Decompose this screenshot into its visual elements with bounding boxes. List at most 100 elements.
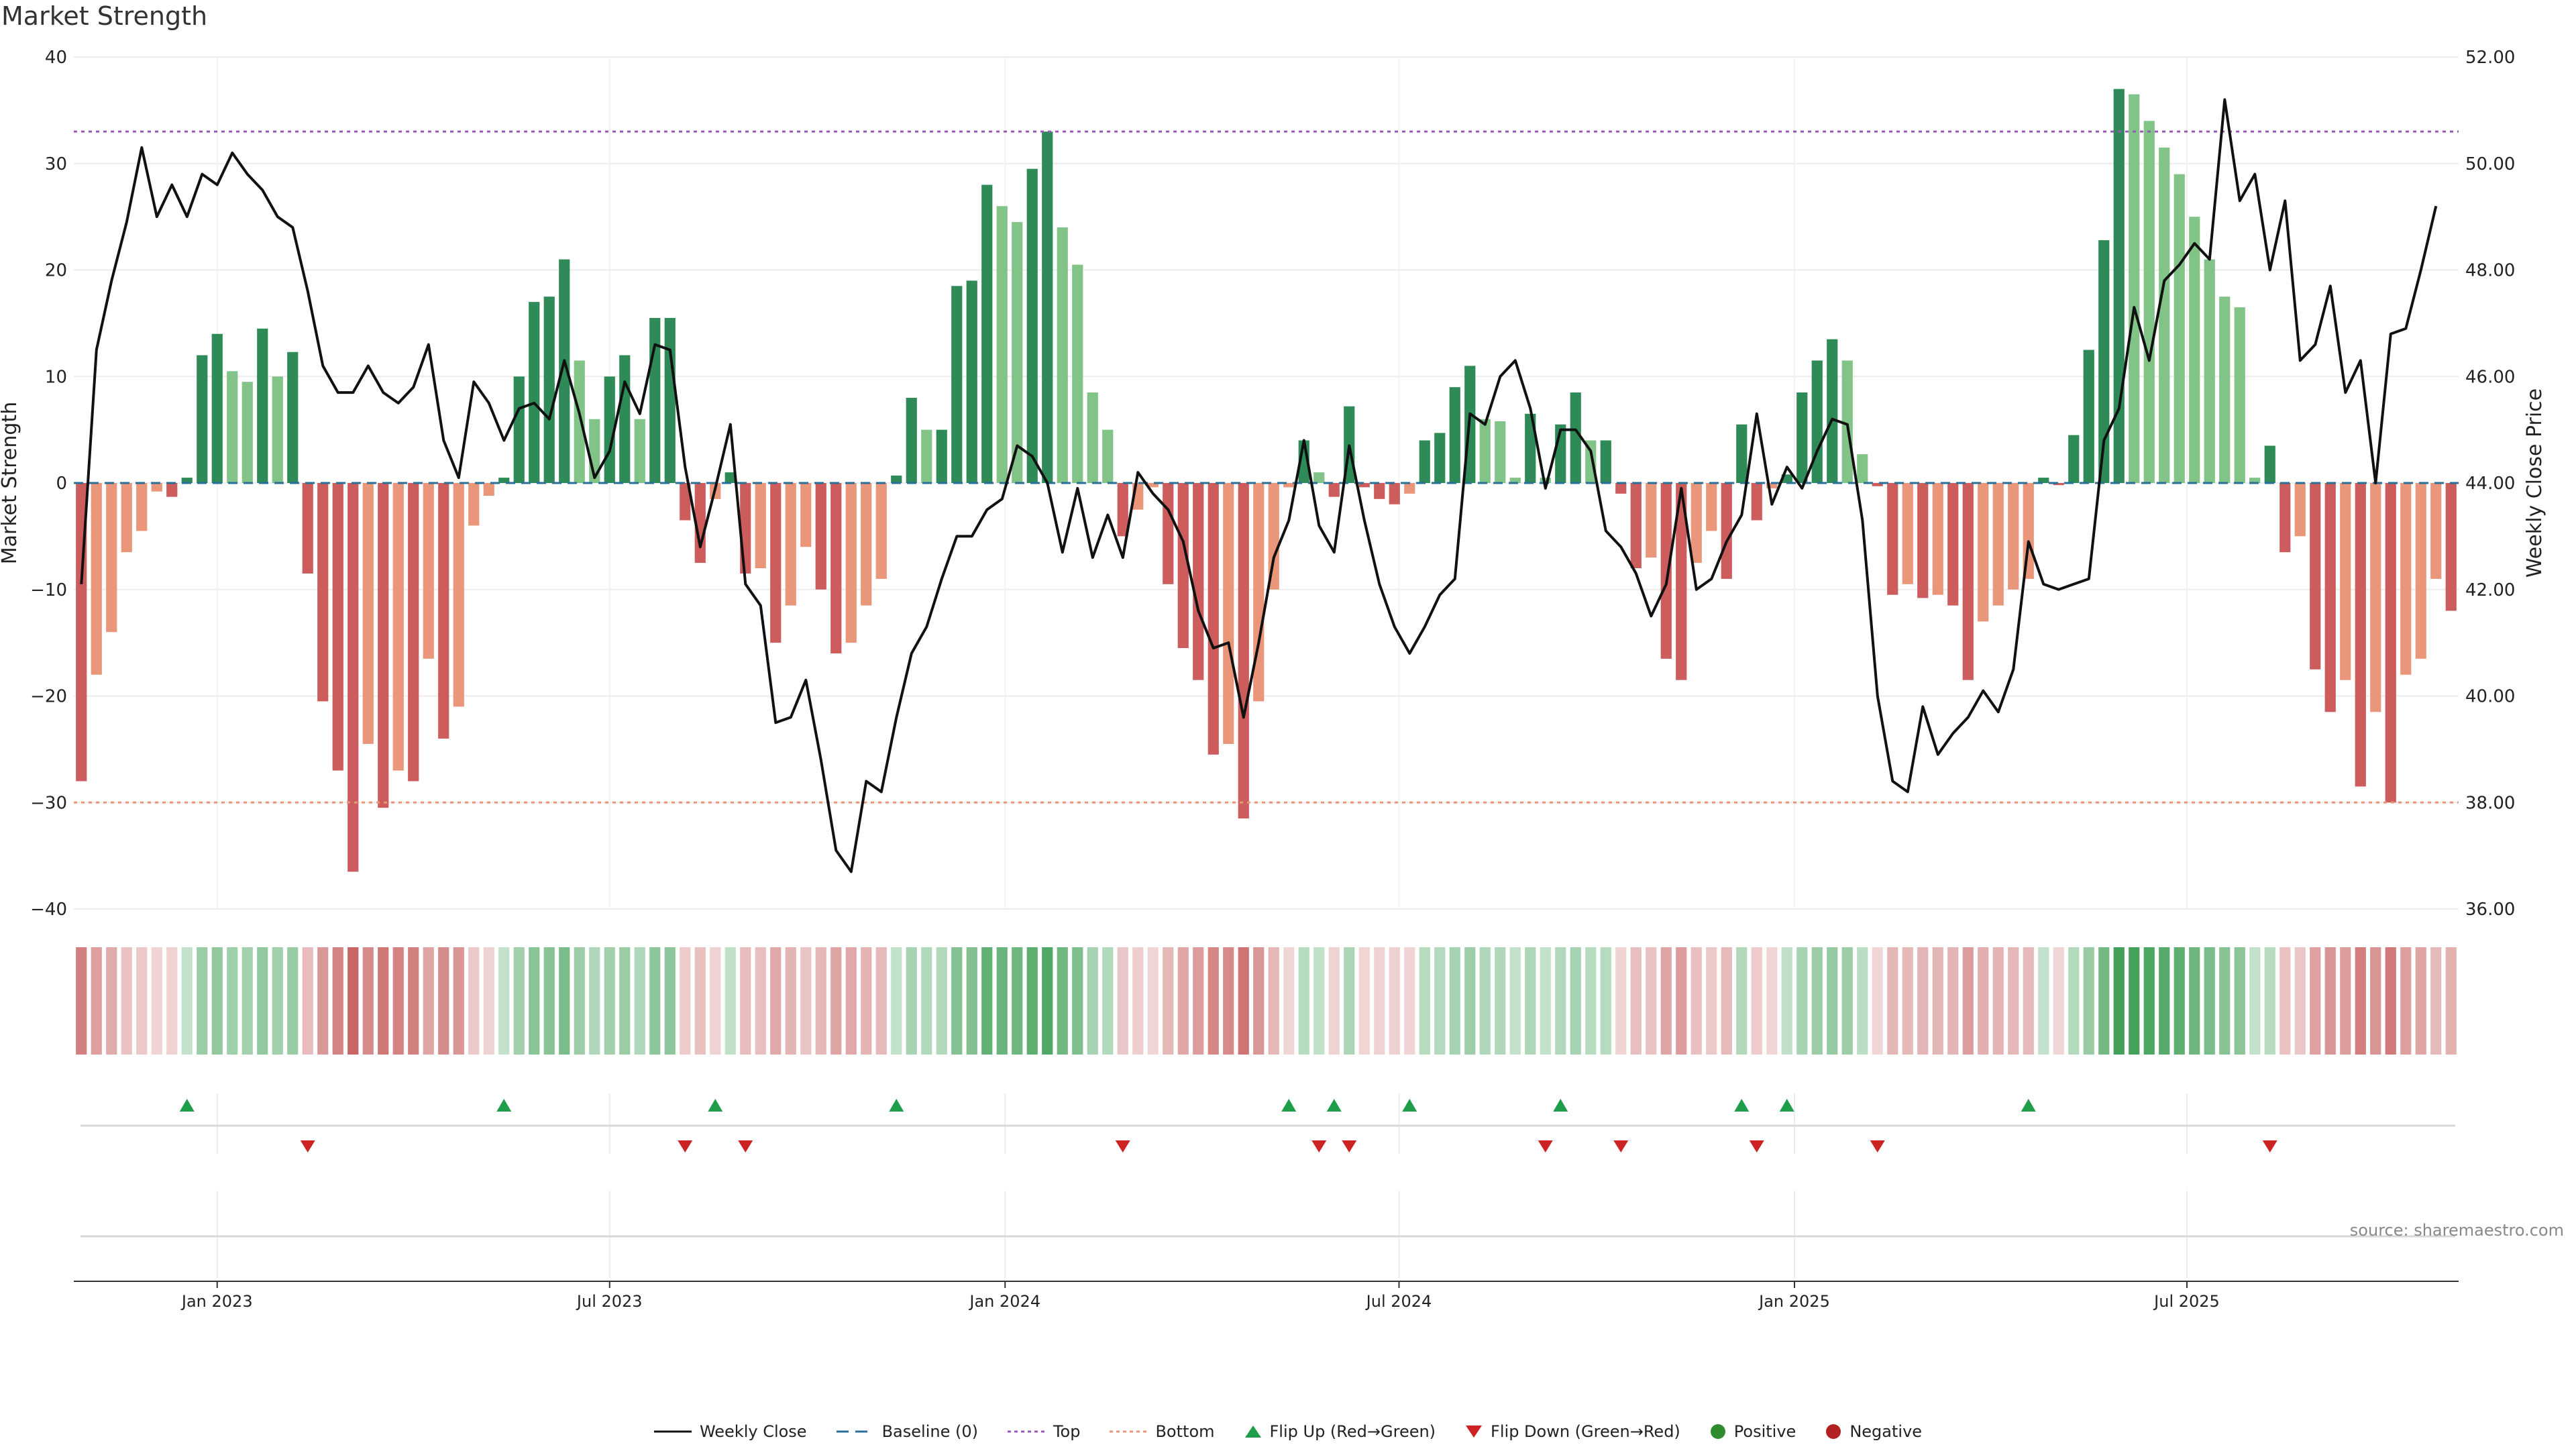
strength-bar [1615,483,1627,494]
heat-cell [1751,947,1762,1055]
flip-up-marker [889,1099,904,1112]
right-tick-label: 40.00 [2465,687,2515,707]
strength-bar [574,360,585,483]
heat-cell [2445,947,2457,1055]
flip-up-marker [1326,1099,1342,1112]
heat-cell [1328,947,1340,1055]
heat-cell [453,947,464,1055]
strength-bar [2279,483,2291,553]
strength-bar [106,483,117,633]
strength-bar [543,297,555,483]
right-tick-label: 44.00 [2465,474,2515,494]
weekly-close-line [80,98,2438,873]
strength-bar [1947,483,1959,606]
strength-bar [181,478,193,483]
left-axis-title: Market Strength [0,402,21,564]
strength-bar [1751,483,1762,521]
heat-cell [1615,947,1627,1055]
heat-cell [347,947,359,1055]
heat-cell [966,947,977,1055]
flip-up-marker [1281,1099,1297,1112]
heat-cell [755,947,766,1055]
legend-baseline: Baseline (0) [836,1422,978,1441]
legend-weekly-close-swatch [653,1430,692,1433]
heat-cell [2098,947,2110,1055]
heat-cell [1978,947,1989,1055]
strength-bar [2370,483,2381,712]
heat-cell [1721,947,1732,1055]
heat-cell [589,947,600,1055]
heat-cell [559,947,570,1055]
heat-cell [513,947,525,1055]
heat-cell [1736,947,1748,1055]
flip-up-marker [496,1099,512,1112]
strength-bar [1992,483,2004,606]
flip-down-marker [1538,1140,1553,1152]
heat-cell [800,947,812,1055]
heat-cell [906,947,917,1055]
heat-cell [1630,947,1642,1055]
heat-cell [1706,947,1717,1055]
right-axis-title: Weekly Close Price [2523,388,2546,578]
strength-bar [1690,483,1702,564]
heat-cell [1872,947,1883,1055]
strength-bar [2324,483,2336,712]
strength-bar [1026,168,1038,483]
flip-down-marker [2262,1140,2277,1152]
legend-label: Negative [1849,1422,1923,1441]
strength-bar [2445,483,2457,611]
flip-down-marker [1311,1140,1327,1152]
strength-bar [1238,483,1249,819]
strength-bar [1434,433,1446,483]
strength-bar [1328,483,1340,497]
strength-bar [1857,454,1868,483]
strength-bar [649,317,661,483]
strength-bar [362,483,374,744]
flip-up-marker [179,1099,195,1112]
heat-cell [1525,947,1536,1055]
strength-bar [680,483,691,521]
heat-cell [1419,947,1430,1055]
heat-cell [136,947,148,1055]
strength-bar [2264,445,2275,483]
strength-bar [211,333,223,483]
x-tick-label: Jul 2025 [2153,1292,2220,1311]
heat-cell [891,947,902,1055]
strength-bar [1600,440,1611,483]
strength-bar [2430,483,2442,579]
strength-bar [951,286,963,483]
strength-bar [1313,472,1325,483]
flip-up-marker [1779,1099,1794,1112]
strength-bar [347,483,359,872]
strength-bar [1012,222,1023,483]
strength-bar [2159,147,2170,483]
heat-cell [1857,947,1868,1055]
heat-cell [951,947,963,1055]
strength-bar [91,483,102,675]
heat-cell [408,947,419,1055]
heat-cell [1827,947,1838,1055]
heat-cell [1268,947,1279,1055]
heat-cell [875,947,887,1055]
strength-bar [378,483,389,808]
strength-bar [1102,429,1114,483]
heat-cell [181,947,193,1055]
strength-bar [1841,360,1853,483]
heat-cell [604,947,615,1055]
strength-bar [664,317,676,483]
heat-cell [1344,947,1355,1055]
flip-down-marker [1115,1140,1130,1152]
strength-bar [408,483,419,782]
heat-cell [2264,947,2275,1055]
strength-bar [1811,360,1823,483]
strength-bar [1917,483,1929,598]
strength-bar [755,483,766,568]
heat-cell [151,947,162,1055]
legend-label: Bottom [1155,1422,1215,1441]
strength-bar [1646,483,1657,558]
strength-bar [1449,387,1460,483]
heat-cell [1570,947,1581,1055]
strength-bar [2400,483,2412,675]
right-tick-label: 48.00 [2465,261,2515,281]
heat-cell [106,947,117,1055]
